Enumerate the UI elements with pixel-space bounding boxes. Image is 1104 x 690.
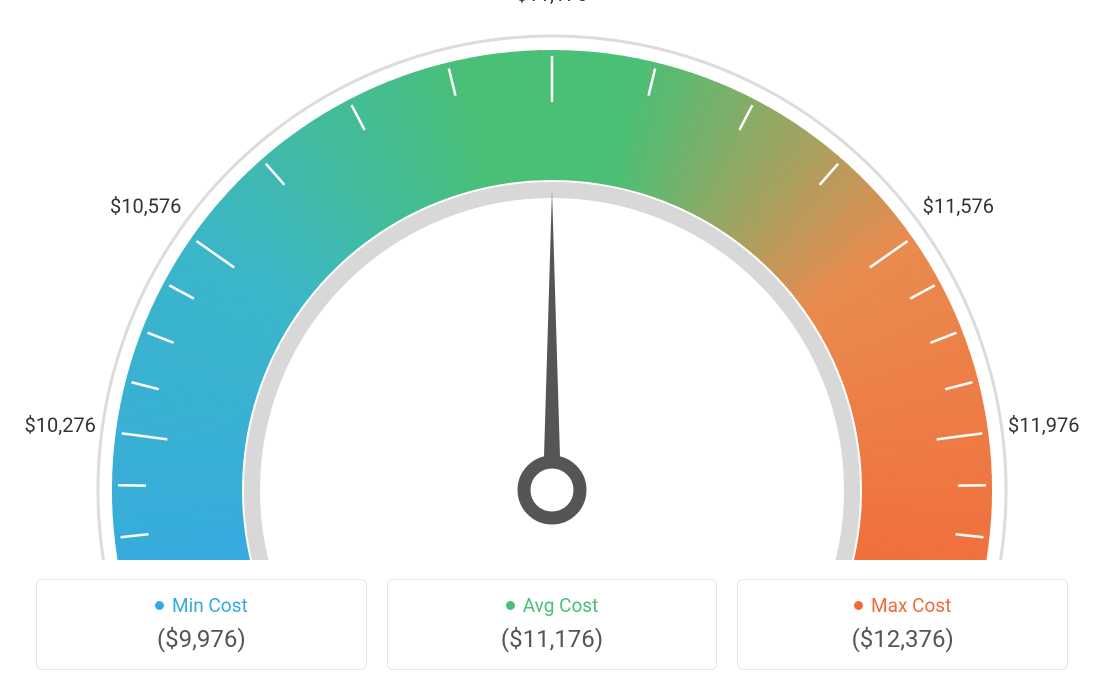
dot-icon [155,601,164,610]
card-max-title-row: Max Cost [854,594,951,617]
card-avg-title-row: Avg Cost [506,594,599,617]
card-min-cost: Min Cost ($9,976) [36,579,367,670]
gauge-wrap: $9,976$10,276$10,576$11,176$11,576$11,97… [0,0,1104,560]
card-avg-value: ($11,176) [398,625,707,653]
card-avg-title: Avg Cost [523,594,599,617]
gauge-tick-label: $10,276 [25,413,96,437]
legend-cards: Min Cost ($9,976) Avg Cost ($11,176) Max… [36,579,1068,670]
cost-gauge-infographic: $9,976$10,276$10,576$11,176$11,576$11,97… [0,0,1104,690]
gauge-chart [0,0,1104,560]
card-min-value: ($9,976) [47,625,356,653]
dot-icon [854,601,863,610]
gauge-tick-label: $11,976 [1008,413,1079,437]
card-min-title: Min Cost [172,594,248,617]
gauge-tick-label: $11,576 [923,194,994,218]
gauge-tick-label: $11,176 [516,0,587,6]
gauge-tick-label: $10,576 [110,194,181,218]
card-min-title-row: Min Cost [155,594,248,617]
dot-icon [506,601,515,610]
card-max-value: ($12,376) [748,625,1057,653]
card-max-title: Max Cost [871,594,951,617]
card-avg-cost: Avg Cost ($11,176) [387,579,718,670]
card-max-cost: Max Cost ($12,376) [737,579,1068,670]
